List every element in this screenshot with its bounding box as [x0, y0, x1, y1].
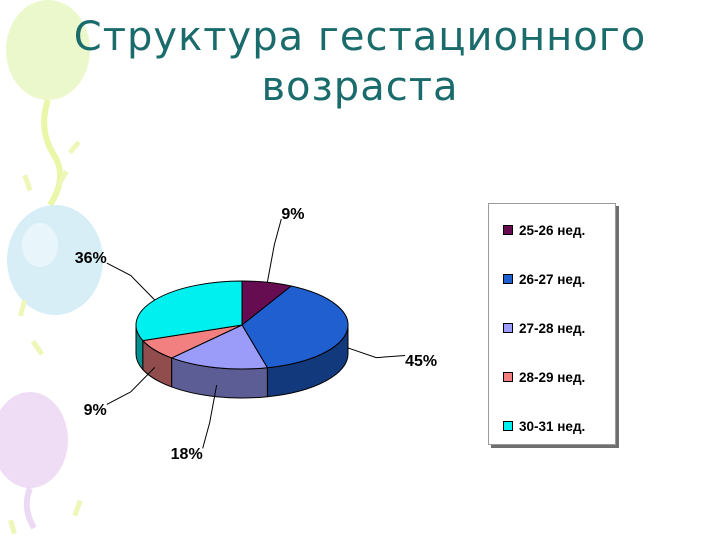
legend-item-2: 26-27 нед. [503, 271, 585, 287]
page-title: Структура гестационного возраста [40, 12, 680, 112]
data-label-1: 9% [281, 206, 304, 223]
confetti [8, 140, 83, 535]
legend-item-5: 30-31 нед. [503, 418, 585, 434]
chart-legend: 25-26 нед. 26-27 нед. 27-28 нед. 28-29 нед.… [488, 203, 616, 445]
legend-item-3: 27-28 нед. [503, 320, 585, 336]
legend-label-3: 27-28 нед. [519, 320, 586, 336]
pie-slice-2 [241, 285, 349, 369]
legend-swatch-2 [503, 274, 513, 284]
data-label-2: 45% [405, 353, 437, 370]
legend-label-4: 28-29 нед. [519, 369, 586, 385]
data-label-4: 9% [84, 402, 107, 419]
balloon-green [6, 0, 90, 207]
legend-swatch-5 [503, 421, 513, 431]
legend-item-1: 25-26 нед. [503, 222, 585, 238]
legend-label-5: 30-31 нед. [519, 418, 586, 434]
balloon-blue [7, 205, 103, 315]
leader-line-4 [106, 367, 156, 405]
legend-item-4: 28-29 нед. [503, 369, 585, 385]
title-line-1: Структура гестационного [73, 14, 647, 60]
balloon-purple [0, 392, 68, 530]
leader-line-5 [106, 262, 156, 301]
leader-line-2 [347, 347, 406, 359]
leader-line-1 [266, 218, 282, 283]
legend-label-1: 25-26 нед. [519, 222, 586, 238]
data-label-3: 18% [171, 446, 203, 463]
legend-label-2: 26-27 нед. [519, 271, 586, 287]
leader-line-3 [202, 385, 218, 449]
data-label-5: 36% [75, 250, 107, 267]
legend-swatch-4 [503, 372, 513, 382]
legend-swatch-3 [503, 323, 513, 333]
pie-slice-3 [170, 324, 269, 370]
title-line-2: возраста [261, 64, 459, 110]
legend-swatch-1 [503, 225, 513, 235]
